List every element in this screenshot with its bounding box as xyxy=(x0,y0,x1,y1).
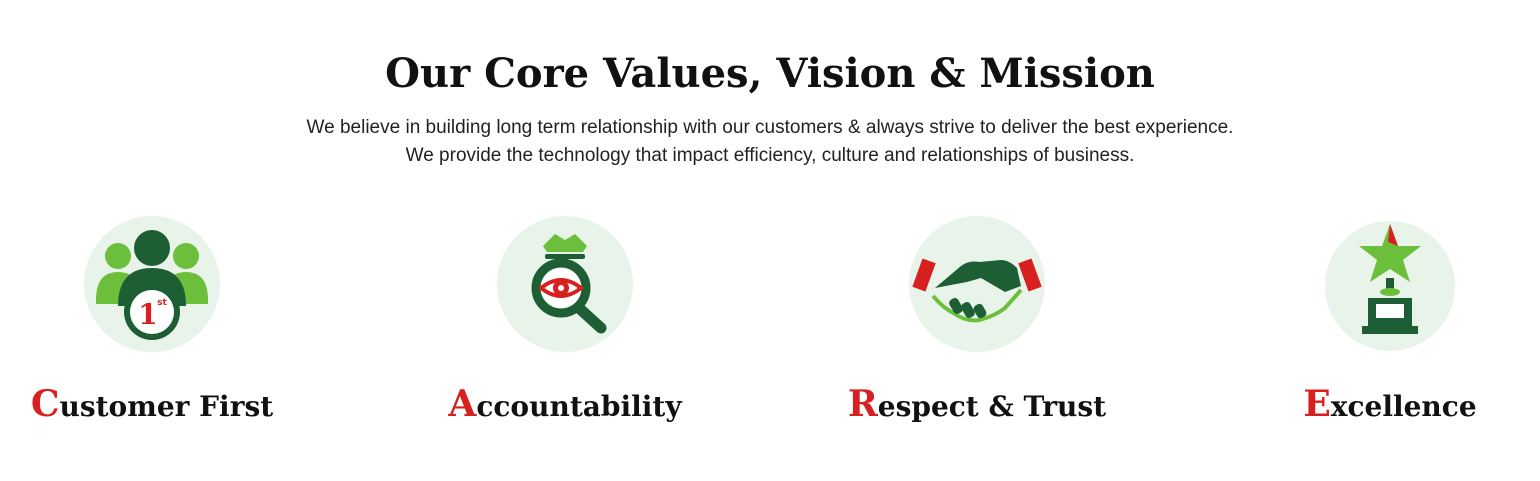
badge-superscript: st xyxy=(157,298,167,308)
value-card-customer-first: 1 st Customer First xyxy=(2,216,302,436)
value-label-customer-first: Customer First xyxy=(2,384,302,427)
magnifier-eye-icon xyxy=(497,216,633,352)
customer-first-icon: 1 st xyxy=(84,216,220,352)
value-initial: E xyxy=(1303,383,1331,425)
star-trophy-icon xyxy=(1322,216,1458,352)
description-line-1: We believe in building long term relatio… xyxy=(306,117,1234,138)
value-rest: ccountability xyxy=(476,390,682,423)
value-card-accountability: Accountability xyxy=(415,216,715,436)
value-card-respect-trust: Respect & Trust xyxy=(827,216,1127,436)
section-title: Our Core Values, Vision & Mission xyxy=(385,50,1155,97)
value-label-excellence: Excellence xyxy=(1240,384,1540,427)
description-line-2: We provide the technology that impact ef… xyxy=(405,145,1135,166)
value-rest: xcellence xyxy=(1330,390,1477,423)
value-initial: R xyxy=(847,383,878,425)
handshake-icon xyxy=(909,216,1045,352)
value-card-excellence: Excellence xyxy=(1240,216,1540,436)
value-label-accountability: Accountability xyxy=(415,384,715,427)
value-rest: ustomer First xyxy=(59,390,274,423)
value-rest: espect & Trust xyxy=(877,390,1107,423)
value-initial: A xyxy=(448,383,477,425)
badge-number: 1 xyxy=(138,298,157,331)
section-description: We believe in building long term relatio… xyxy=(0,114,1540,170)
value-initial: C xyxy=(30,383,60,425)
value-label-respect-trust: Respect & Trust xyxy=(827,384,1127,427)
